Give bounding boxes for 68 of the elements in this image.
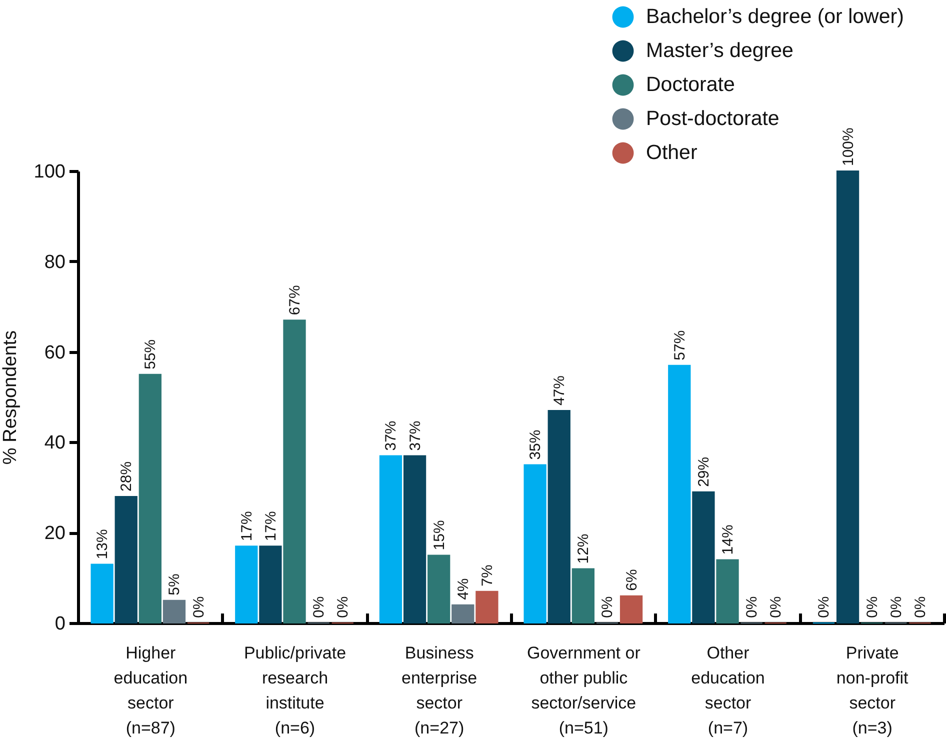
bar <box>692 491 715 624</box>
bar <box>403 455 426 624</box>
bar <box>524 464 546 624</box>
data-label: 6% <box>623 569 640 591</box>
data-label: 4% <box>454 578 472 600</box>
data-label: 0% <box>334 596 352 618</box>
data-label: 5% <box>166 574 184 596</box>
x-tick-label: Business enterprise sector (n=27) <box>402 644 478 738</box>
bar <box>114 496 138 624</box>
y-tick-label: 100 <box>34 162 66 182</box>
bar <box>452 604 474 624</box>
bar <box>548 410 570 624</box>
bar <box>428 554 450 624</box>
legend-label: Post-doctorate <box>646 107 780 130</box>
x-tick-label: Public/private research institute (n=6) <box>244 644 346 738</box>
legend-label: Doctorate <box>646 73 735 96</box>
data-label: 0% <box>816 596 833 618</box>
data-label: 0% <box>864 596 881 618</box>
data-label: 0% <box>190 596 208 618</box>
data-label: 47% <box>551 376 568 406</box>
y-axis-title: % Respondents <box>0 330 21 465</box>
x-tick-label: Other education sector (n=7) <box>691 644 765 738</box>
bar <box>259 546 282 624</box>
bar <box>476 590 498 624</box>
bar <box>138 374 162 624</box>
data-label: 0% <box>888 596 905 618</box>
data-label: 14% <box>720 524 736 555</box>
bar <box>162 600 186 624</box>
data-label: 35% <box>527 430 544 460</box>
y-tick-label: 80 <box>44 252 66 273</box>
bar <box>572 568 594 624</box>
bar <box>716 559 739 624</box>
bar <box>283 320 306 624</box>
bar <box>668 364 691 624</box>
bar <box>379 455 402 624</box>
data-label: 29% <box>695 456 712 487</box>
bar <box>836 170 860 624</box>
y-tick-label: 0 <box>54 614 66 634</box>
data-label: 0% <box>310 596 328 618</box>
data-label: 7% <box>478 564 496 586</box>
data-label: 37% <box>382 420 400 451</box>
data-label: 13% <box>94 529 112 560</box>
data-label: 15% <box>430 520 448 550</box>
data-label: 57% <box>671 330 688 360</box>
data-label: 37% <box>406 420 424 451</box>
legend-label: Other <box>646 141 698 164</box>
data-label: 12% <box>575 534 592 564</box>
data-label: 67% <box>286 285 304 316</box>
data-label: 17% <box>238 511 256 542</box>
data-label: 0% <box>599 596 616 618</box>
data-label: 0% <box>768 596 785 618</box>
data-label: 55% <box>142 339 160 370</box>
data-label: 0% <box>744 596 761 618</box>
x-tick-label: Private non-profit sector (n=3) <box>836 644 909 738</box>
legend-label: Master’s degree <box>646 39 794 62</box>
data-label: 28% <box>118 461 136 492</box>
y-tick-label: 40 <box>44 432 66 454</box>
data-label: 100% <box>840 128 857 166</box>
x-tick-label: Government or other public sector/service (n=51) <box>526 644 641 738</box>
bar <box>235 546 258 624</box>
data-label: 0% <box>912 596 929 618</box>
data-label: 17% <box>262 511 280 542</box>
y-tick-label: 60 <box>44 342 66 364</box>
bar <box>620 595 643 624</box>
bar <box>90 564 114 624</box>
legend-label: Bachelor’s degree (or lower) <box>646 5 904 28</box>
y-tick-label: 20 <box>44 523 66 544</box>
x-tick-label: Higher education sector (n=87) <box>114 644 188 738</box>
